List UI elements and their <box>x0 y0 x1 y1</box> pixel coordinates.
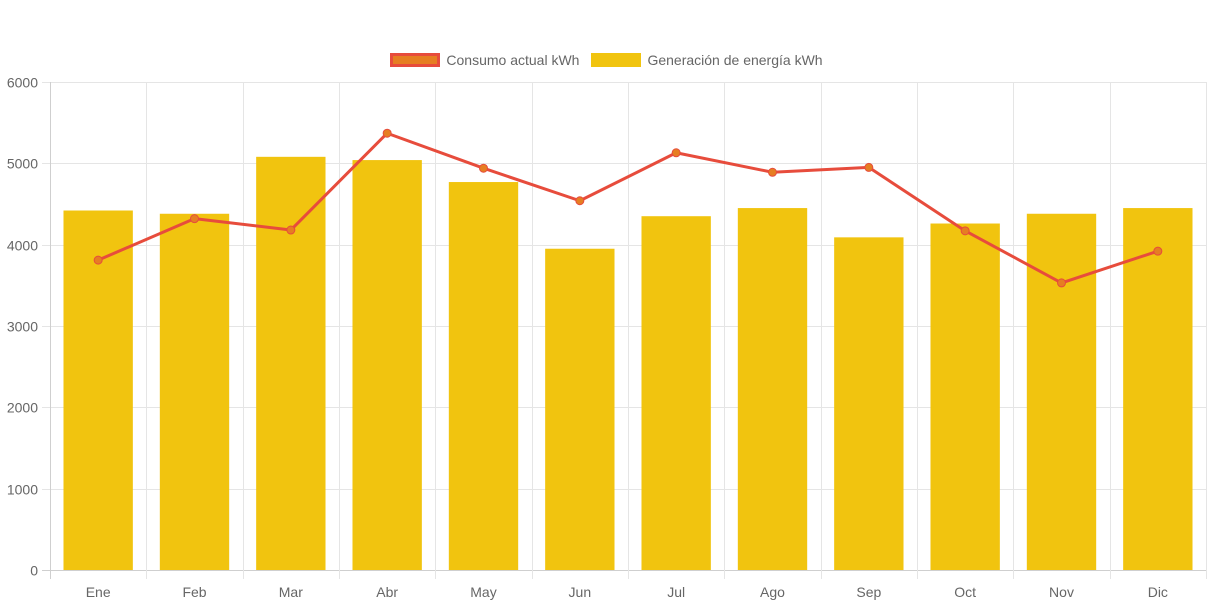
x-tick-label: Sep <box>856 584 881 600</box>
point-ago <box>768 167 777 177</box>
bar-ene <box>63 210 133 571</box>
point-may <box>479 163 488 173</box>
legend-item-consumo[interactable]: Consumo actual kWh <box>390 52 579 68</box>
point-sep <box>864 162 874 172</box>
y-axis: 0 1000 2000 3000 4000 5000 6000 <box>7 75 38 579</box>
x-tick-label: Dic <box>1148 584 1168 600</box>
point-nov <box>1057 278 1066 288</box>
legend-label-consumo: Consumo actual kWh <box>446 52 580 68</box>
bar-mar <box>256 156 326 570</box>
x-tick-label: Nov <box>1049 584 1074 600</box>
legend-label-generacion: Generación de energía kWh <box>647 52 823 68</box>
bar-nov <box>1026 213 1097 570</box>
y-tick-label: 2000 <box>7 400 38 416</box>
x-tick-label: Abr <box>376 584 398 600</box>
bar-jul <box>641 216 711 570</box>
y-tick-label: 5000 <box>7 156 38 172</box>
x-tick-label: Mar <box>279 584 303 600</box>
x-tick-label: Ene <box>86 584 111 600</box>
bar-may <box>448 182 519 571</box>
point-mar <box>286 225 296 235</box>
point-jul <box>671 148 681 158</box>
bar-oct <box>930 223 1000 570</box>
point-ene <box>93 255 103 265</box>
consumo-line-path <box>97 131 1159 285</box>
x-tick-label: Jun <box>569 584 592 600</box>
y-tick-label: 6000 <box>7 75 38 91</box>
point-dic <box>1153 246 1163 256</box>
point-feb <box>190 214 199 224</box>
y-tick-label: 3000 <box>7 319 38 335</box>
legend-swatch-generacion <box>591 53 642 67</box>
point-abr <box>382 128 392 138</box>
point-oct <box>960 226 970 236</box>
y-tick-label: 0 <box>30 563 38 579</box>
bar-feb <box>159 213 230 570</box>
point-jun <box>575 196 585 206</box>
x-tick-label: Feb <box>182 584 206 600</box>
bar-ago <box>737 208 808 571</box>
y-tick-label: 1000 <box>7 482 38 498</box>
bar-sep <box>834 237 904 570</box>
legend-swatch-consumo <box>390 53 441 67</box>
chart-legend: Consumo actual kWh Generación de energía… <box>0 52 1213 68</box>
y-tick-label: 4000 <box>7 238 38 254</box>
bar-abr <box>352 160 422 570</box>
x-tick-label: Oct <box>954 584 976 600</box>
x-tick-label: Jul <box>667 584 685 600</box>
legend-item-generacion[interactable]: Generación de energía kWh <box>591 52 823 68</box>
x-tick-label: Ago <box>760 584 785 600</box>
x-tick-label: May <box>470 584 496 600</box>
bar-dic <box>1123 208 1193 571</box>
bar-jun <box>545 248 615 570</box>
line-consumo <box>93 128 1163 288</box>
x-axis: Ene Feb Mar Abr May Jun Jul Ago Sep Oct Nov Dic <box>86 584 1168 600</box>
bars-generacion <box>63 156 1193 571</box>
grid <box>42 82 1207 579</box>
